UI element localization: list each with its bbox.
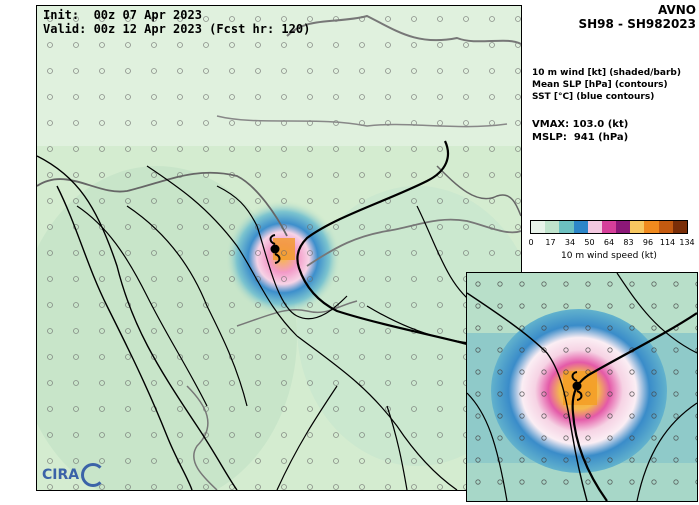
colorbar-tick-label: 17 — [545, 238, 556, 247]
storm-id: SH98 - SH982023 — [578, 17, 696, 31]
colorbar-tick-label: 134 — [679, 238, 695, 247]
storm-track — [296, 140, 468, 346]
colorbar-segment — [559, 221, 574, 233]
wind-speed-colorbar — [530, 220, 688, 234]
colorbar-tick-label: 64 — [603, 238, 615, 247]
colorbar-segment — [545, 221, 560, 233]
colorbar-segment — [587, 221, 602, 233]
colorbar-segment — [573, 221, 588, 233]
colorbar-tick-label: 34 — [564, 238, 576, 247]
colorbar-segment — [644, 221, 659, 233]
legend-wind: 10 m wind [kt] (shaded/barb) — [532, 68, 681, 78]
colorbar-tick-label: 50 — [584, 238, 595, 247]
legend-sst: SST [°C] (blue contours) — [532, 92, 655, 102]
vmax-value: VMAX: 103.0 (kt) — [532, 119, 629, 130]
storm-zoom-inset — [466, 272, 698, 502]
inset-wind-map — [467, 273, 697, 501]
init-time-label: Init: 00z 07 Apr 2023 — [43, 8, 202, 22]
colorbar-tick-label: 0 — [528, 238, 534, 247]
valid-time-label: Valid: 00z 12 Apr 2023 (Fcst hr: 120) — [43, 22, 311, 36]
cira-logo: CIRA — [42, 463, 106, 487]
colorbar-segment — [616, 221, 631, 233]
legend-slp: Mean SLP [hPa] (contours) — [532, 80, 668, 90]
inset-storm-center-marker — [571, 371, 583, 401]
colorbar-tick-label: 83 — [623, 238, 634, 247]
wind-field-map — [37, 6, 521, 490]
mslp-value: MSLP: 941 (hPa) — [532, 132, 629, 143]
colorbar-segment — [531, 221, 546, 233]
forecast-map: Init: 00z 07 Apr 2023 Valid: 00z 12 Apr … — [36, 5, 522, 491]
colorbar-segment — [630, 221, 645, 233]
model-name: AVNO — [657, 3, 696, 17]
colorbar-segment — [672, 221, 687, 233]
colorbar-label: 10 m wind speed (kt) — [561, 251, 657, 261]
colorbar-segment — [601, 221, 617, 233]
logo-text: CIRA — [42, 467, 80, 483]
cira-swirl-icon — [81, 463, 106, 487]
colorbar-segment — [658, 221, 673, 233]
storm-center-marker — [269, 234, 281, 264]
colorbar-tick-label: 114 — [659, 238, 676, 247]
colorbar-tick-label: 96 — [642, 238, 654, 247]
